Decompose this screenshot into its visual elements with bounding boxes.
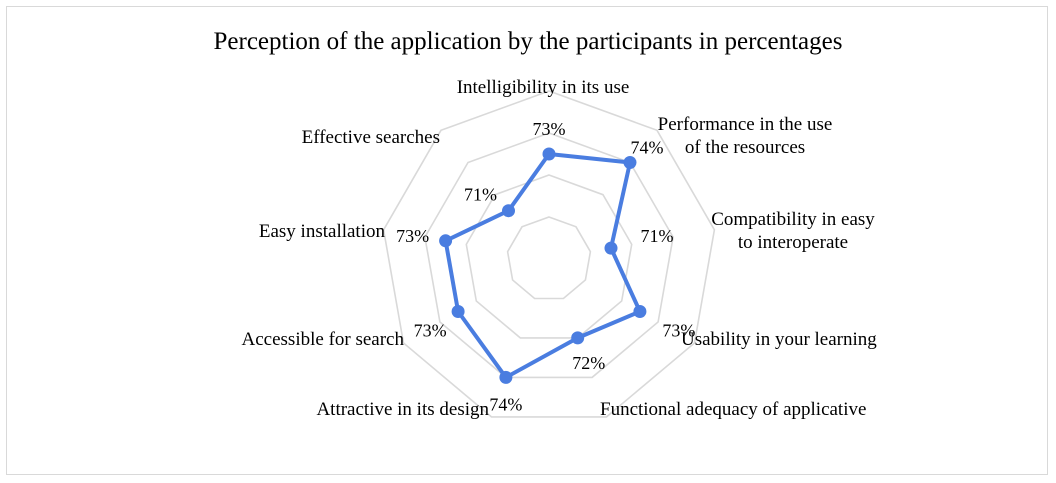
category-label: Intelligibility in its use bbox=[457, 77, 630, 98]
data-point bbox=[451, 305, 465, 318]
category-label: Effective searches bbox=[302, 127, 440, 148]
data-label: 72% bbox=[572, 353, 605, 373]
grid-ring bbox=[506, 216, 592, 300]
data-label: 73% bbox=[396, 226, 429, 246]
data-point bbox=[633, 305, 647, 318]
data-label: 73% bbox=[662, 321, 695, 341]
radar-series bbox=[439, 147, 647, 384]
data-point bbox=[542, 147, 556, 161]
data-labels: 73% 74% 71% 73% 72% 74% 73% 73% 71% bbox=[396, 119, 695, 414]
data-label: 73% bbox=[414, 321, 447, 341]
category-label: Functional adequacy of applicative bbox=[600, 399, 866, 420]
grid-ring bbox=[382, 90, 716, 418]
category-label: Attractive in its design bbox=[316, 399, 489, 420]
data-point bbox=[502, 204, 515, 218]
category-label: Easy installation bbox=[259, 221, 386, 242]
category-label: Usability in your learning bbox=[681, 329, 877, 350]
category-labels: Intelligibility in its use Performance in… bbox=[242, 77, 878, 420]
data-point bbox=[604, 241, 618, 255]
data-label: 73% bbox=[533, 119, 566, 139]
category-label: Accessible for search bbox=[242, 329, 405, 350]
data-label: 74% bbox=[631, 138, 664, 158]
data-point bbox=[499, 370, 513, 384]
category-label: Compatibility in easy to interoperate bbox=[711, 209, 875, 253]
data-label: 74% bbox=[489, 394, 522, 414]
series-line bbox=[443, 152, 642, 380]
data-point bbox=[571, 331, 585, 345]
chart-frame bbox=[6, 6, 1048, 475]
data-point bbox=[439, 234, 453, 248]
category-label: Performance in the use of the resources bbox=[658, 114, 833, 158]
grid-ring bbox=[424, 132, 674, 379]
data-label: 71% bbox=[464, 185, 497, 205]
chart-title: Perception of the application by the par… bbox=[214, 28, 843, 55]
data-label: 71% bbox=[641, 226, 674, 246]
data-point bbox=[623, 156, 637, 169]
